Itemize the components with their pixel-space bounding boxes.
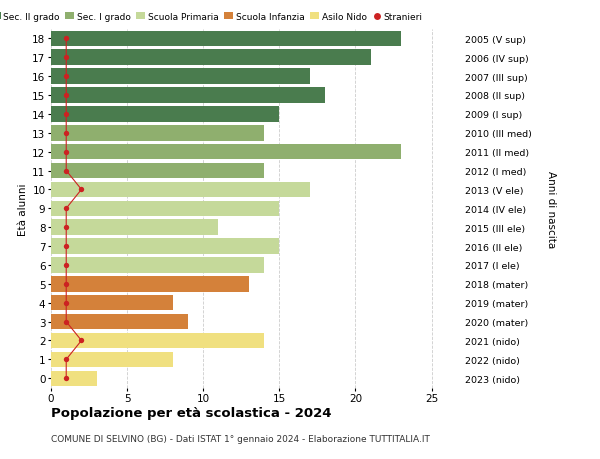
Point: [61, 318, 71, 325]
Y-axis label: Anni di nascita: Anni di nascita: [545, 170, 556, 247]
Legend: Sec. II grado, Sec. I grado, Scuola Primaria, Scuola Infanzia, Asilo Nido, Stran: Sec. II grado, Sec. I grado, Scuola Prim…: [0, 13, 423, 22]
Point: [61, 55, 71, 62]
Bar: [51, 295, 173, 311]
Bar: [51, 220, 218, 235]
Bar: [51, 201, 280, 217]
Point: [61, 224, 71, 231]
Bar: [51, 107, 280, 123]
Point: [77, 186, 86, 194]
Point: [61, 149, 71, 156]
Point: [61, 356, 71, 363]
Bar: [51, 276, 249, 292]
Bar: [51, 69, 310, 84]
Point: [61, 73, 71, 81]
Bar: [51, 257, 264, 273]
Text: COMUNE DI SELVINO (BG) - Dati ISTAT 1° gennaio 2024 - Elaborazione TUTTITALIA.IT: COMUNE DI SELVINO (BG) - Dati ISTAT 1° g…: [51, 434, 430, 443]
Point: [61, 243, 71, 250]
Bar: [51, 239, 280, 254]
Point: [61, 36, 71, 43]
Point: [61, 262, 71, 269]
Point: [77, 337, 86, 344]
Bar: [51, 314, 188, 330]
Point: [61, 205, 71, 213]
Bar: [51, 32, 401, 47]
Point: [61, 299, 71, 307]
Bar: [51, 88, 325, 104]
Bar: [51, 333, 264, 348]
Bar: [51, 50, 371, 66]
Bar: [51, 182, 310, 198]
Point: [61, 111, 71, 118]
Bar: [51, 126, 264, 141]
Point: [61, 92, 71, 100]
Bar: [51, 371, 97, 386]
Bar: [51, 163, 264, 179]
Point: [61, 168, 71, 175]
Point: [61, 375, 71, 382]
Y-axis label: Età alunni: Età alunni: [18, 183, 28, 235]
Point: [61, 280, 71, 288]
Bar: [51, 145, 401, 160]
Bar: [51, 352, 173, 367]
Text: Popolazione per età scolastica - 2024: Popolazione per età scolastica - 2024: [51, 406, 331, 419]
Point: [61, 130, 71, 137]
